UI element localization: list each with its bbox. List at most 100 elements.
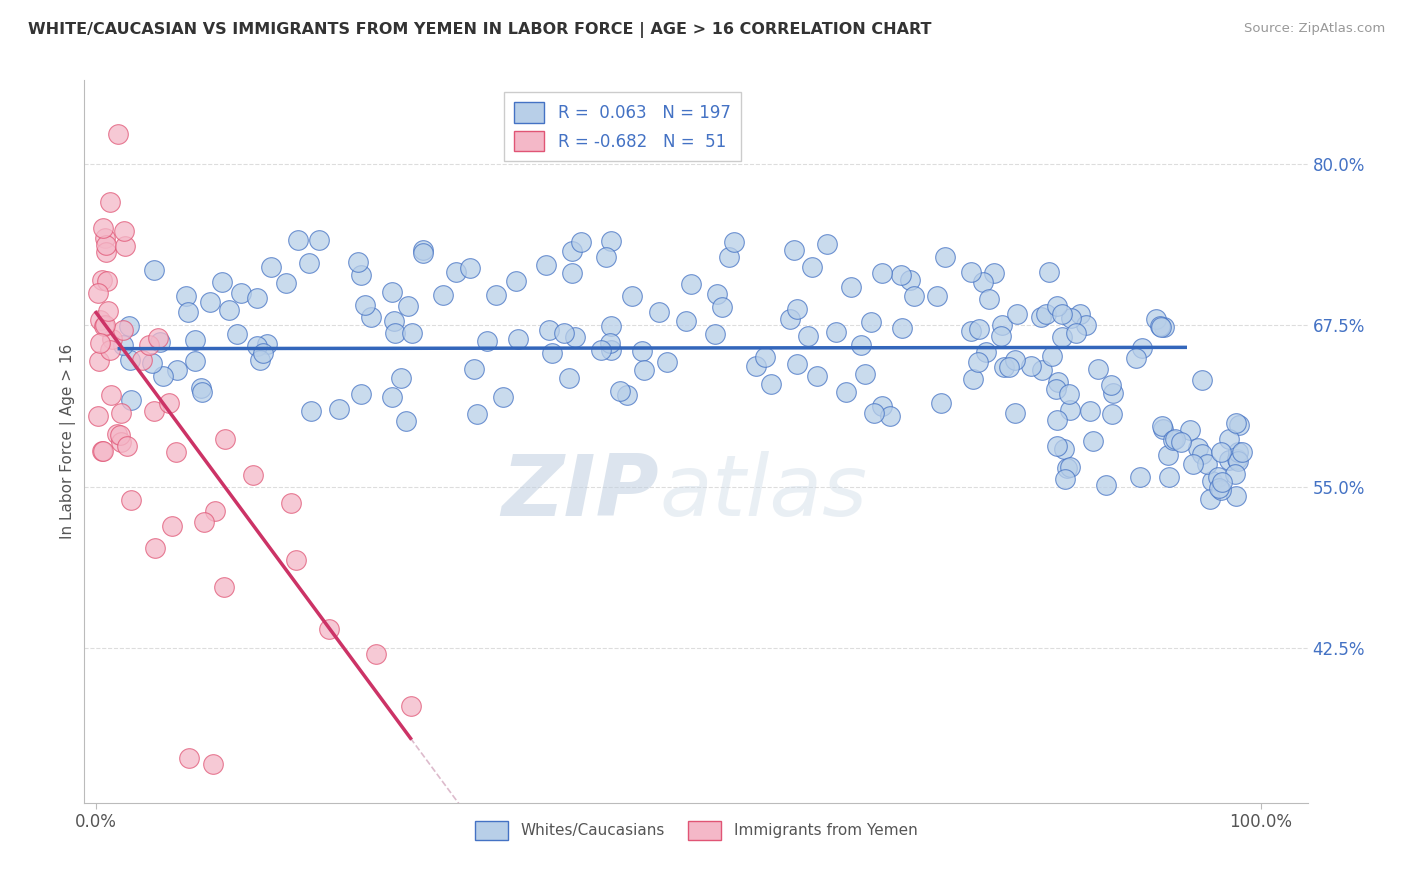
Point — [621, 289, 644, 303]
Point — [179, 750, 201, 764]
Point — [872, 399, 894, 413]
Point — [98, 195, 121, 210]
Point — [1087, 361, 1109, 376]
Point — [157, 396, 180, 410]
Point — [1159, 469, 1181, 483]
Point — [87, 286, 110, 301]
Point — [285, 553, 308, 567]
Point — [898, 273, 921, 287]
Point — [561, 266, 583, 280]
Point — [94, 238, 117, 252]
Point — [89, 313, 111, 327]
Point — [120, 352, 142, 367]
Point — [1227, 418, 1250, 433]
Point — [967, 354, 990, 368]
Point — [218, 303, 240, 318]
Point — [849, 338, 872, 352]
Point — [1150, 418, 1173, 433]
Point — [1057, 387, 1080, 401]
Point — [561, 244, 583, 258]
Point — [1095, 478, 1118, 492]
Point — [718, 250, 741, 264]
Point — [600, 343, 623, 357]
Point — [1191, 373, 1213, 387]
Point — [839, 280, 862, 294]
Point — [308, 233, 330, 247]
Point — [1054, 472, 1077, 486]
Point — [506, 333, 529, 347]
Point — [786, 357, 808, 371]
Point — [350, 386, 373, 401]
Point — [115, 439, 138, 453]
Y-axis label: In Labor Force | Age > 16: In Labor Force | Age > 16 — [60, 344, 76, 539]
Point — [1050, 329, 1073, 343]
Point — [226, 327, 249, 342]
Point — [891, 321, 914, 335]
Point — [977, 293, 1000, 307]
Point — [152, 368, 174, 383]
Point — [1218, 452, 1240, 467]
Point — [347, 255, 370, 269]
Point — [1059, 310, 1081, 325]
Point — [298, 256, 321, 270]
Point — [1099, 378, 1122, 392]
Point — [553, 326, 575, 340]
Point — [174, 289, 197, 303]
Point — [112, 338, 135, 352]
Point — [87, 409, 110, 424]
Point — [166, 362, 188, 376]
Point — [1046, 299, 1069, 313]
Point — [1149, 318, 1171, 333]
Point — [108, 427, 131, 442]
Point — [1066, 326, 1088, 341]
Point — [463, 361, 485, 376]
Point — [1144, 311, 1167, 326]
Point — [633, 362, 655, 376]
Point — [1225, 416, 1247, 430]
Point — [90, 444, 112, 458]
Point — [107, 127, 129, 141]
Point — [1029, 310, 1052, 324]
Point — [193, 515, 215, 529]
Point — [287, 234, 309, 248]
Point — [825, 325, 848, 339]
Point — [299, 404, 322, 418]
Point — [149, 335, 172, 350]
Point — [165, 445, 187, 459]
Point — [815, 236, 838, 251]
Point — [1046, 439, 1069, 453]
Point — [467, 407, 489, 421]
Point — [191, 384, 214, 399]
Point — [616, 387, 638, 401]
Point — [396, 299, 419, 313]
Point — [1125, 351, 1147, 365]
Point — [990, 329, 1012, 343]
Point — [318, 622, 340, 636]
Point — [184, 333, 207, 347]
Point — [444, 264, 467, 278]
Point — [1187, 441, 1209, 455]
Point — [1211, 483, 1233, 497]
Point — [249, 353, 271, 368]
Point — [94, 244, 117, 259]
Point — [1019, 359, 1042, 373]
Point — [252, 346, 274, 360]
Point — [364, 648, 387, 662]
Point — [993, 360, 1015, 375]
Point — [458, 260, 481, 275]
Point — [200, 294, 222, 309]
Point — [1218, 432, 1240, 446]
Point — [870, 266, 893, 280]
Point — [214, 432, 236, 446]
Point — [118, 319, 141, 334]
Point — [246, 339, 269, 353]
Point — [600, 319, 623, 334]
Point — [1059, 459, 1081, 474]
Point — [328, 401, 350, 416]
Point — [100, 343, 122, 358]
Point — [537, 323, 560, 337]
Point — [1226, 445, 1249, 459]
Point — [786, 301, 808, 316]
Point — [1035, 307, 1057, 321]
Point — [972, 275, 994, 289]
